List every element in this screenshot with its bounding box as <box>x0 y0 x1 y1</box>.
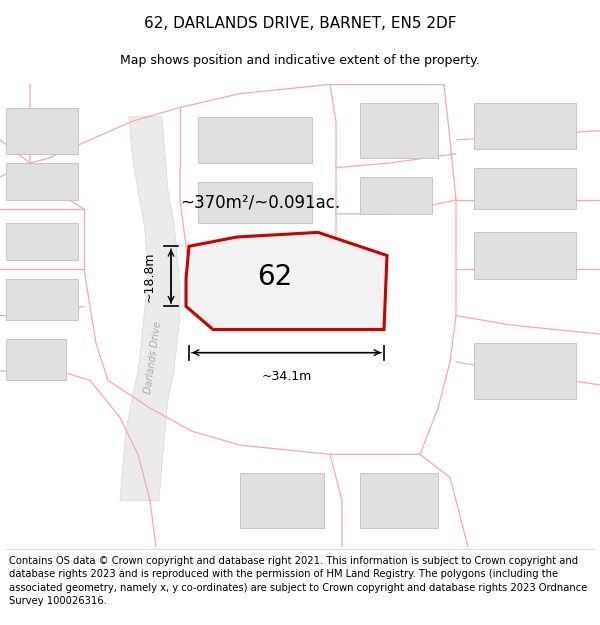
Text: Map shows position and indicative extent of the property.: Map shows position and indicative extent… <box>120 54 480 68</box>
Polygon shape <box>360 103 438 158</box>
Polygon shape <box>360 177 432 214</box>
Polygon shape <box>198 117 312 163</box>
Polygon shape <box>6 223 78 260</box>
Polygon shape <box>240 473 324 528</box>
Polygon shape <box>120 117 180 501</box>
Polygon shape <box>6 163 78 200</box>
Polygon shape <box>198 181 312 223</box>
Polygon shape <box>360 473 438 528</box>
Polygon shape <box>186 232 387 329</box>
Polygon shape <box>6 339 66 381</box>
Text: Contains OS data © Crown copyright and database right 2021. This information is : Contains OS data © Crown copyright and d… <box>9 556 587 606</box>
Text: 62, DARLANDS DRIVE, BARNET, EN5 2DF: 62, DARLANDS DRIVE, BARNET, EN5 2DF <box>144 16 456 31</box>
Text: Darlands Drive: Darlands Drive <box>143 321 163 394</box>
Polygon shape <box>474 232 576 279</box>
Polygon shape <box>6 107 78 154</box>
Text: 62: 62 <box>257 263 292 291</box>
Polygon shape <box>6 279 78 320</box>
Polygon shape <box>474 103 576 149</box>
Text: ~370m²/~0.091ac.: ~370m²/~0.091ac. <box>180 193 340 211</box>
Polygon shape <box>474 168 576 209</box>
Text: ~18.8m: ~18.8m <box>143 251 156 301</box>
Text: ~34.1m: ~34.1m <box>262 370 311 383</box>
Polygon shape <box>474 343 576 399</box>
